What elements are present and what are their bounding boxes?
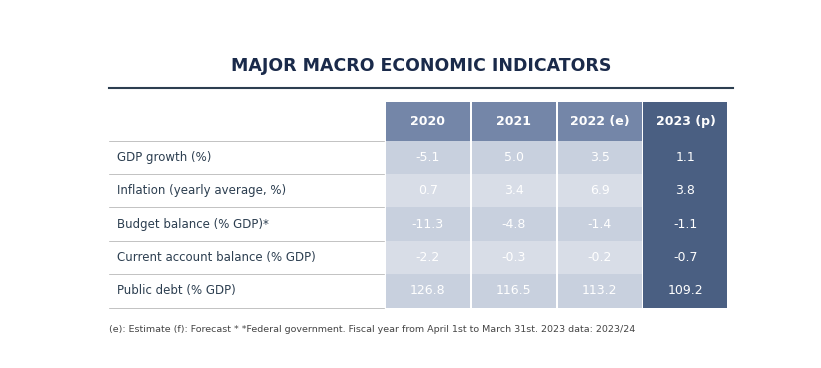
FancyBboxPatch shape — [557, 141, 641, 174]
FancyBboxPatch shape — [644, 174, 727, 208]
FancyBboxPatch shape — [109, 274, 384, 308]
Text: -1.4: -1.4 — [588, 217, 612, 231]
Text: -1.1: -1.1 — [673, 217, 698, 231]
Text: Public debt (% GDP): Public debt (% GDP) — [117, 284, 236, 297]
FancyBboxPatch shape — [644, 208, 727, 241]
FancyBboxPatch shape — [557, 174, 641, 208]
FancyBboxPatch shape — [557, 274, 641, 308]
Text: 2020: 2020 — [410, 115, 445, 128]
Text: 6.9: 6.9 — [589, 184, 609, 197]
FancyBboxPatch shape — [644, 241, 727, 274]
FancyBboxPatch shape — [644, 274, 727, 308]
FancyBboxPatch shape — [472, 174, 556, 208]
FancyBboxPatch shape — [472, 274, 556, 308]
Text: 0.7: 0.7 — [418, 184, 438, 197]
FancyBboxPatch shape — [386, 274, 470, 308]
FancyBboxPatch shape — [557, 241, 641, 274]
FancyBboxPatch shape — [109, 208, 384, 241]
Text: Budget balance (% GDP)*: Budget balance (% GDP)* — [117, 217, 269, 231]
Text: Current account balance (% GDP): Current account balance (% GDP) — [117, 251, 316, 264]
Text: 126.8: 126.8 — [410, 284, 446, 297]
Text: 3.5: 3.5 — [589, 151, 609, 164]
Text: 3.4: 3.4 — [504, 184, 524, 197]
Text: MAJOR MACRO ECONOMIC INDICATORS: MAJOR MACRO ECONOMIC INDICATORS — [231, 57, 611, 75]
Text: 113.2: 113.2 — [582, 284, 617, 297]
Text: 109.2: 109.2 — [667, 284, 704, 297]
FancyBboxPatch shape — [557, 208, 641, 241]
Text: 2023 (p): 2023 (p) — [655, 115, 715, 128]
Text: -5.1: -5.1 — [415, 151, 440, 164]
FancyBboxPatch shape — [109, 141, 384, 174]
FancyBboxPatch shape — [472, 141, 556, 174]
Text: (e): Estimate (f): Forecast * *Federal government. Fiscal year from April 1st to: (e): Estimate (f): Forecast * *Federal g… — [109, 325, 635, 334]
FancyBboxPatch shape — [472, 208, 556, 241]
FancyBboxPatch shape — [386, 174, 470, 208]
FancyBboxPatch shape — [386, 241, 470, 274]
FancyBboxPatch shape — [386, 102, 470, 141]
FancyBboxPatch shape — [557, 102, 641, 141]
Text: -2.2: -2.2 — [415, 251, 440, 264]
FancyBboxPatch shape — [472, 102, 556, 141]
FancyBboxPatch shape — [644, 102, 727, 141]
Text: 3.8: 3.8 — [676, 184, 695, 197]
FancyBboxPatch shape — [386, 141, 470, 174]
FancyBboxPatch shape — [386, 208, 470, 241]
Text: -0.7: -0.7 — [673, 251, 698, 264]
Text: Inflation (yearly average, %): Inflation (yearly average, %) — [117, 184, 287, 197]
Text: 1.1: 1.1 — [676, 151, 695, 164]
FancyBboxPatch shape — [109, 241, 384, 274]
FancyBboxPatch shape — [644, 141, 727, 174]
Text: 2022 (e): 2022 (e) — [570, 115, 630, 128]
Text: -0.3: -0.3 — [502, 251, 525, 264]
Text: -4.8: -4.8 — [502, 217, 525, 231]
Text: 5.0: 5.0 — [503, 151, 524, 164]
Text: GDP growth (%): GDP growth (%) — [117, 151, 212, 164]
FancyBboxPatch shape — [109, 174, 384, 208]
FancyBboxPatch shape — [472, 241, 556, 274]
Text: -11.3: -11.3 — [411, 217, 444, 231]
Text: -0.2: -0.2 — [587, 251, 612, 264]
Text: 116.5: 116.5 — [496, 284, 531, 297]
Text: 2021: 2021 — [496, 115, 531, 128]
